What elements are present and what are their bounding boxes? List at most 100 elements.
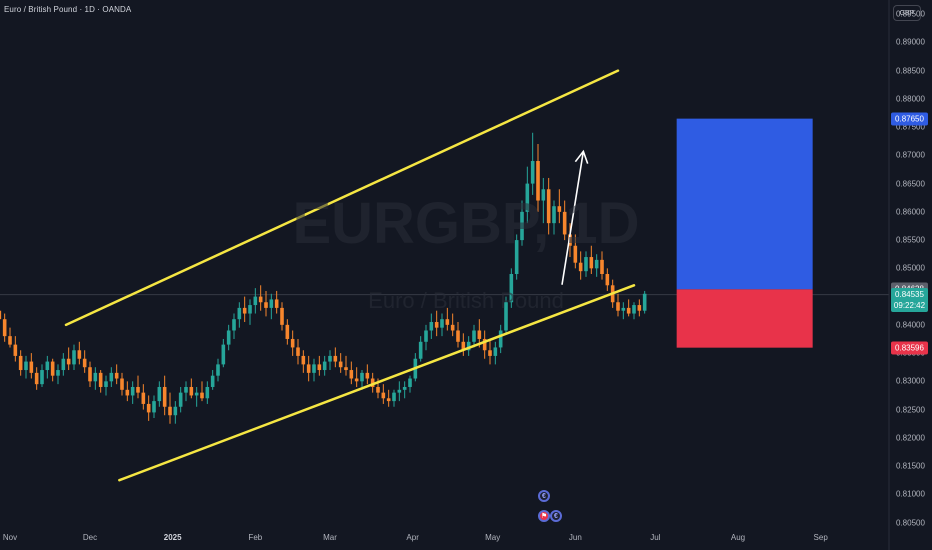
candle [232,313,236,339]
candle-body [509,273,514,303]
candle [504,296,508,334]
candle-body [424,330,428,342]
candle-body [536,161,540,201]
price-tick-label: 0.89500 [896,9,925,19]
candle-body [333,355,338,362]
price-tick-label: 0.88000 [896,94,925,104]
candle-body [189,386,194,396]
candle-body [616,302,620,311]
candle [541,177,546,224]
candle-body [13,344,18,356]
candle-body [120,378,124,390]
candle-body [637,305,642,311]
candle-body [136,386,140,393]
candle-body [114,372,119,379]
candle [424,324,428,351]
candle [50,358,55,382]
flag-event-icon[interactable]: ⚑ [538,510,550,522]
time-tick-label: Apr [406,533,419,542]
candle-body [237,307,242,320]
candle-body [429,322,434,331]
candle [269,293,274,320]
channel-lower-line [118,284,636,482]
candle [354,367,359,387]
candle [365,364,370,385]
candle-body [397,389,402,393]
candle-body [194,392,199,396]
candle-body [354,378,359,382]
candle [344,355,348,376]
candle [242,296,247,323]
candle [472,324,476,348]
candle-body [365,372,370,379]
candle [66,347,71,371]
candle [210,370,215,390]
candle-body [546,189,551,224]
candle [482,330,487,359]
candle-body [376,386,380,393]
candle [18,350,23,376]
candle-body [93,372,98,382]
candle-body [573,245,578,263]
forecast-arrow-shaft [561,151,585,285]
candle [280,302,284,331]
candle-body [440,319,444,328]
candle [56,364,60,385]
candle [264,290,268,317]
candle [194,386,199,407]
candle-body [290,338,295,348]
candle-body [82,358,87,368]
earnings-event-icon[interactable]: € [550,510,562,522]
candle [626,299,631,317]
candle-body [360,372,364,382]
candle-body [168,406,172,416]
time-tick-label: Mar [323,533,337,542]
candle [392,389,396,407]
candle [616,293,620,317]
price-tick-label: 0.87500 [896,122,925,132]
name-watermark: Euro / British Pound [368,288,564,313]
candle [397,381,402,402]
last-price-label: 0.84535 [895,289,924,299]
candle [445,307,450,331]
candle-body [141,392,146,404]
candle-body [226,330,231,345]
candle [205,381,210,404]
candle-body [253,296,258,306]
candle-body [498,330,503,348]
candle [24,355,28,379]
candle [125,381,130,402]
candle [285,319,290,345]
candle-body [381,392,386,399]
candle [594,254,599,277]
candle [8,327,12,348]
channel-lines [64,69,636,482]
time-tick-label: May [485,533,501,542]
candle [274,290,279,314]
candle-body [392,392,396,402]
candle [226,324,231,351]
candle [29,353,34,379]
candle-body [173,406,178,416]
candle [429,313,434,339]
candle [328,350,332,371]
candle [253,288,258,314]
candle [568,223,572,258]
candle-body [66,358,71,365]
currency-button[interactable]: GBP [893,5,921,21]
price-tick-label: 0.81500 [896,461,925,471]
candle [520,200,524,246]
candle-body [557,206,562,212]
channel-upper-line [64,69,620,327]
candle-body [56,370,60,376]
candle [552,200,556,235]
chart-title[interactable]: Euro / British Pound · 1D · OANDA [4,5,132,14]
position-zones [676,118,813,348]
candle [509,268,514,308]
candle-body [306,364,311,373]
candle-body [296,347,300,356]
economic-event-icon[interactable]: € [538,490,550,502]
candle [221,338,226,368]
stop-price-label: 0.83596 [895,343,924,353]
